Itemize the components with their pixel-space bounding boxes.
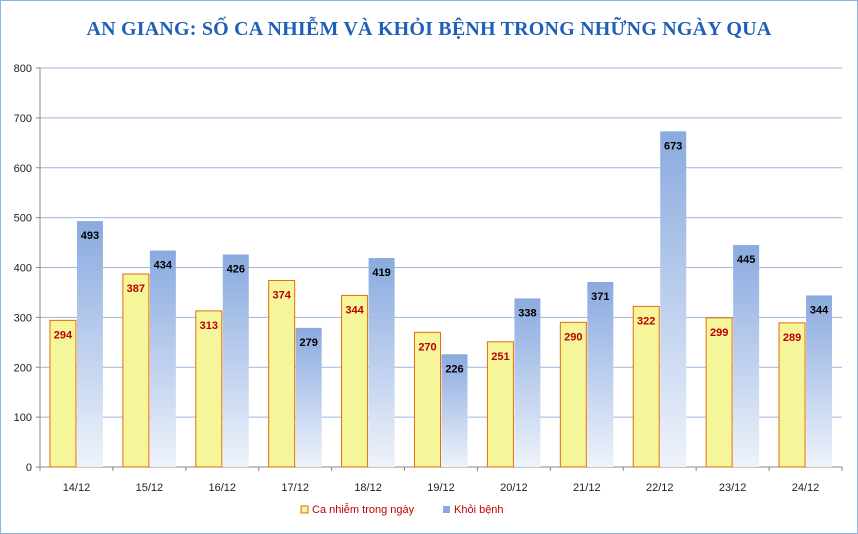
data-label-ca-nhiem: 344 bbox=[345, 304, 364, 316]
data-label-khoi-benh: 371 bbox=[591, 291, 609, 303]
data-label-ca-nhiem: 290 bbox=[564, 331, 582, 343]
bar-khoi-benh bbox=[76, 221, 103, 467]
bar-ca-nhiem bbox=[559, 321, 587, 468]
data-label-ca-nhiem: 322 bbox=[637, 315, 655, 327]
bar-ca-nhiem bbox=[122, 273, 150, 468]
data-label-khoi-benh: 673 bbox=[664, 140, 682, 152]
data-label-ca-nhiem: 270 bbox=[418, 341, 436, 353]
y-tick-label: 400 bbox=[14, 263, 32, 275]
legend-label-khoi-benh: Khỏi bệnh bbox=[454, 504, 504, 516]
data-label-ca-nhiem: 313 bbox=[200, 320, 218, 332]
x-tick-label: 24/12 bbox=[792, 482, 820, 494]
bar-ca-nhiem bbox=[705, 317, 733, 468]
legend-swatch-ca-nhiem bbox=[300, 505, 309, 514]
bar-khoi-benh bbox=[514, 298, 541, 467]
x-tick-label: 21/12 bbox=[573, 482, 601, 494]
bar-khoi-benh bbox=[441, 354, 468, 467]
bar-ca-nhiem bbox=[195, 310, 223, 468]
bar-khoi-benh bbox=[222, 254, 249, 467]
x-tick-label: 14/12 bbox=[63, 482, 91, 494]
legend-swatch-khoi-benh bbox=[443, 506, 450, 513]
bar-khoi-benh bbox=[806, 295, 833, 467]
bar-khoi-benh bbox=[587, 281, 614, 467]
y-tick-label: 100 bbox=[14, 412, 32, 424]
bar-ca-nhiem bbox=[632, 305, 660, 468]
y-tick-label: 200 bbox=[14, 362, 32, 374]
x-tick-label: 19/12 bbox=[427, 482, 455, 494]
data-label-ca-nhiem: 387 bbox=[127, 283, 145, 295]
x-tick-label: 15/12 bbox=[136, 482, 164, 494]
bar-ca-nhiem bbox=[268, 279, 296, 468]
x-tick-label: 20/12 bbox=[500, 482, 528, 494]
data-label-khoi-benh: 445 bbox=[737, 254, 755, 266]
y-tick-label: 700 bbox=[14, 113, 32, 125]
y-tick-label: 600 bbox=[14, 163, 32, 175]
legend-label-ca-nhiem: Ca nhiễm trong ngày bbox=[312, 503, 415, 516]
bar-ca-nhiem bbox=[341, 294, 369, 468]
x-tick-label: 23/12 bbox=[719, 482, 747, 494]
bar-khoi-benh bbox=[149, 250, 176, 467]
bar-khoi-benh bbox=[368, 258, 395, 467]
data-label-khoi-benh: 226 bbox=[445, 363, 463, 375]
bar-ca-nhiem bbox=[414, 331, 441, 468]
data-label-khoi-benh: 338 bbox=[518, 307, 536, 319]
data-label-khoi-benh: 344 bbox=[810, 304, 829, 316]
data-label-khoi-benh: 493 bbox=[81, 230, 99, 242]
y-tick-label: 0 bbox=[26, 462, 32, 474]
bar-ca-nhiem bbox=[486, 341, 514, 468]
bar-ca-nhiem bbox=[49, 319, 77, 468]
data-label-ca-nhiem: 374 bbox=[273, 289, 292, 301]
bar-ca-nhiem bbox=[778, 322, 806, 468]
bar-khoi-benh bbox=[660, 131, 687, 467]
data-label-ca-nhiem: 289 bbox=[783, 332, 801, 344]
bar-khoi-benh bbox=[295, 327, 322, 467]
data-label-khoi-benh: 279 bbox=[300, 337, 318, 349]
y-tick-label: 300 bbox=[14, 312, 32, 324]
x-tick-label: 16/12 bbox=[209, 482, 237, 494]
data-label-khoi-benh: 434 bbox=[154, 260, 173, 272]
data-label-khoi-benh: 426 bbox=[227, 264, 245, 276]
data-label-khoi-benh: 419 bbox=[372, 267, 390, 279]
data-label-ca-nhiem: 294 bbox=[54, 329, 73, 341]
y-tick-label: 500 bbox=[14, 213, 32, 225]
bar-khoi-benh bbox=[733, 245, 760, 467]
x-tick-label: 17/12 bbox=[281, 482, 309, 494]
x-tick-label: 22/12 bbox=[646, 482, 674, 494]
x-tick-label: 18/12 bbox=[354, 482, 382, 494]
data-label-ca-nhiem: 299 bbox=[710, 327, 728, 339]
chart-title: AN GIANG: SỐ CA NHIỄM VÀ KHỎI BỆNH TRONG… bbox=[86, 18, 772, 40]
y-tick-label: 800 bbox=[14, 63, 32, 75]
data-label-ca-nhiem: 251 bbox=[491, 351, 509, 363]
